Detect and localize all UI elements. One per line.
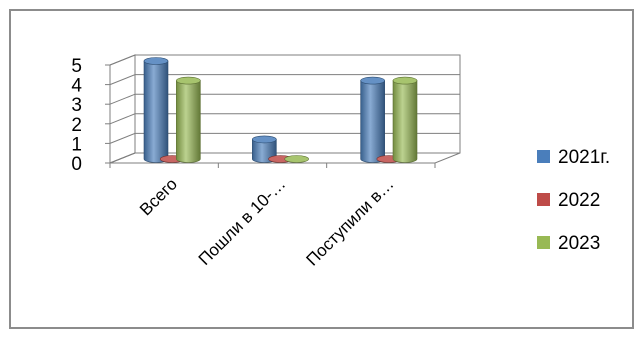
bar-body (176, 80, 201, 163)
y-tick-label: 3 (71, 95, 82, 116)
gridline (109, 93, 460, 105)
bar (392, 76, 418, 163)
x-tick-label: Пошли в 10-… (195, 174, 290, 269)
legend: 2021г. 2022 2023 (537, 147, 610, 254)
bar (176, 76, 201, 163)
gridline (109, 152, 460, 164)
x-tick-label: Поступили в… (303, 174, 398, 269)
side-wall (109, 54, 136, 164)
bar (143, 57, 169, 163)
y-tick-label: 5 (71, 56, 82, 77)
gridline (109, 132, 460, 144)
bars (143, 57, 418, 163)
legend-label: 2022 (558, 190, 600, 211)
bar-cap (360, 76, 385, 85)
bar-cap (392, 76, 418, 85)
legend-label: 2021г. (558, 147, 610, 168)
gridline (109, 113, 460, 125)
gridline (109, 74, 460, 86)
legend-item: 2022 (537, 190, 600, 211)
legend-item: 2021г. (537, 147, 610, 168)
y-tick-label: 2 (71, 115, 82, 136)
gridlines (109, 54, 460, 164)
bar-body (392, 80, 418, 163)
x-tick-label: Всего (136, 174, 181, 219)
legend-swatch (537, 150, 550, 163)
legend-item: 2023 (537, 233, 600, 254)
legend-swatch (537, 193, 550, 206)
bar-cap (143, 57, 169, 65)
gridline (109, 54, 460, 66)
bar (252, 135, 277, 163)
bar-cap (176, 76, 201, 85)
bar-body (360, 80, 385, 163)
chart-frame (9, 9, 634, 329)
y-tick-label: 0 (71, 154, 82, 175)
y-tick-label: 4 (71, 76, 82, 97)
y-tick-label: 1 (71, 134, 82, 155)
legend-label: 2023 (558, 233, 600, 254)
bar-cap (252, 135, 277, 144)
bar (360, 76, 385, 163)
bar-body (143, 60, 169, 163)
bar-cap (284, 155, 309, 163)
axes (105, 64, 436, 168)
x-tick-labels: Всего Пошли в 10-… Поступили в… (136, 174, 398, 269)
bar (284, 155, 309, 163)
legend-swatch (537, 236, 550, 249)
